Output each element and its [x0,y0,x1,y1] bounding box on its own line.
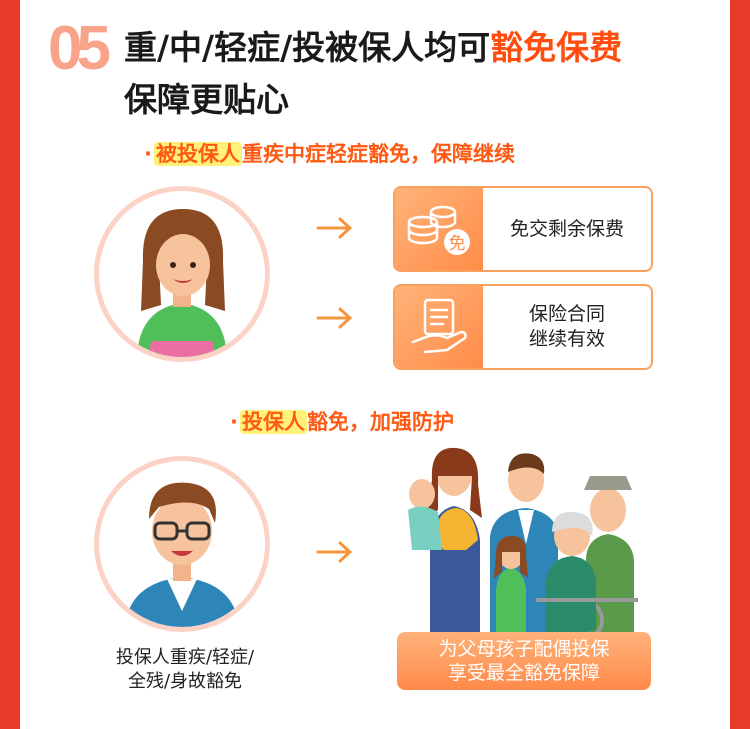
arrow-right-icon [316,307,353,329]
section1-heading: · 被投保人重疾中症轻症豁免，保障继续 [144,138,515,170]
woman-illustration [137,209,227,357]
heading-rest: 重疾中症轻症豁免，保障继续 [241,142,515,166]
heading-highlight: 被投保人 [153,142,242,166]
heading-rest: 豁免，加强防护 [306,410,454,434]
card-text-line: 继续有效 [528,328,605,350]
waiver-badge: 免 [449,234,466,254]
title-highlight: 豁免保费 [490,28,623,67]
content-panel: 05 重/中/轻症/投被保人均可豁免保费 保障更贴心 · 被投保人重疾中症轻症豁免… [20,0,730,729]
section2-heading: · 投保人豁免，加强防护 [230,406,454,438]
policyholder-caption: 投保人重疾/轻症/ 全残/身故豁免 [115,647,255,692]
bullet: · [230,410,238,434]
man-illustration [125,482,239,627]
title-prefix: 重/中/轻症/投被保人均可 [124,28,491,67]
contract-hand-icon [395,286,483,368]
coins-icon: 免 [395,188,483,270]
heading-highlight: 投保人 [239,410,307,434]
arrow-right-icon [316,217,353,239]
card-text-line: 免交剩余保费 [509,217,624,240]
family-benefit-banner: 为父母孩子配偶投保 享受最全豁免保障 [397,632,651,690]
arrow-right-icon [316,541,353,563]
page-subtitle: 保障更贴心 [124,80,289,119]
benefit-card-contract-valid: 保险合同 继续有效 [393,284,653,370]
policyholder-avatar [94,456,270,632]
benefit-card-premium-waiver: 免 免交剩余保费 [393,186,653,272]
bullet: · [144,142,152,166]
section-number: 05 [48,14,111,83]
insured-avatar [94,186,270,362]
card-text-line: 保险合同 [528,303,605,325]
family-illustration [408,447,638,640]
page-title: 重/中/轻症/投被保人均可豁免保费 [124,26,622,70]
